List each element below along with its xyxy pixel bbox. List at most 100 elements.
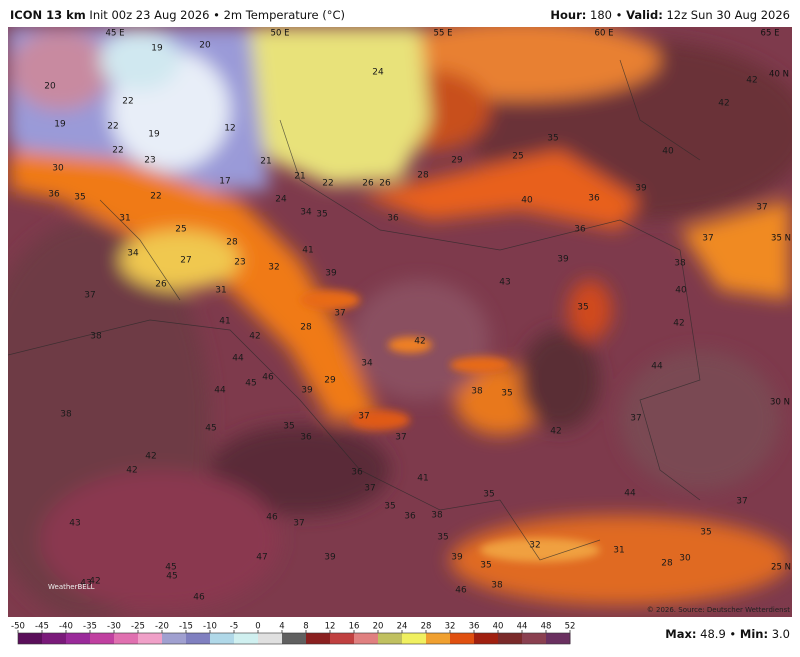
- temperature-label: 42: [414, 337, 425, 347]
- temperature-label: 31: [613, 546, 624, 556]
- min: 3.0: [772, 627, 790, 641]
- separator: •: [213, 8, 220, 22]
- colorbar-tick-label: 0: [255, 622, 260, 632]
- colorbar-swatch: [546, 633, 571, 644]
- copyright: © 2026. Source: Deutscher Wetterdienst: [647, 606, 790, 614]
- temperature-label: 43: [499, 278, 510, 288]
- temperature-label: 32: [529, 541, 540, 551]
- temperature-label: 36: [574, 225, 586, 235]
- colorbar-swatch: [258, 633, 283, 644]
- colorbar-tick-label: -5: [230, 622, 238, 632]
- temperature-label: 28: [226, 238, 238, 248]
- temperature-label: 36: [588, 194, 600, 204]
- temperature-label: 37: [364, 484, 375, 494]
- min-label: Min:: [740, 627, 768, 641]
- grid-label: 30 N: [770, 398, 790, 408]
- stats: Max: 48.9 • Min: 3.0: [665, 627, 790, 641]
- temperature-label: 35: [483, 490, 494, 500]
- temperature-label: 42: [89, 577, 100, 587]
- colorbar-swatch: [306, 633, 331, 644]
- hot-streaks: [300, 290, 600, 562]
- colorbar-tick-label: -30: [107, 622, 121, 632]
- temperature-labels: 19 20 20 22 19 22 12 19 22 23 21 17 21 22 26 26 28 29 25 35…: [44, 41, 767, 603]
- colorbar-frame: [17, 632, 571, 645]
- temperature-label: 37: [702, 234, 713, 244]
- temperature-label: 46: [266, 513, 278, 523]
- init: Init 00z 23 Aug 2026: [89, 8, 209, 22]
- colorbar-swatch: [186, 633, 211, 644]
- temperature-label: 46: [455, 586, 467, 596]
- logo: WeatherBELL: [48, 583, 95, 591]
- temperature-label: 47: [256, 553, 267, 563]
- colorbar-tick-label: -20: [155, 622, 169, 632]
- colorbar-tick-label: 28: [421, 622, 432, 632]
- temperature-label: 22: [107, 122, 118, 132]
- colorbar-swatch: [426, 633, 451, 644]
- temperature-label: 40: [675, 286, 687, 296]
- colorbar-tick-label: -50: [11, 622, 25, 632]
- separator: •: [616, 8, 623, 22]
- temperature-label: 20: [199, 41, 211, 51]
- temperature-label: 37: [630, 414, 641, 424]
- temperature-label: 37: [84, 291, 95, 301]
- colorbar-tick-label: 44: [517, 622, 528, 632]
- temperature-label: 19: [148, 130, 160, 140]
- temperature-label: 40: [662, 147, 674, 157]
- temperature-label: 36: [387, 214, 399, 224]
- temperature-label: 23: [234, 258, 245, 268]
- max-label: Max:: [665, 627, 696, 641]
- temperature-label: 29: [324, 376, 336, 386]
- model: ICON 13 km: [10, 8, 86, 22]
- temperature-label: 44: [651, 362, 663, 372]
- colorbar-swatch: [354, 633, 379, 644]
- colorbar-tick-label: -45: [35, 622, 49, 632]
- temperature-label: 24: [275, 195, 287, 205]
- colorbar-swatch: [90, 633, 115, 644]
- temperature-label: 42: [718, 99, 729, 109]
- temperature-field: [8, 27, 792, 617]
- grid-label: 40 N: [769, 70, 789, 80]
- grid-label: 65 E: [761, 29, 780, 39]
- temperature-label: 42: [126, 466, 137, 476]
- colorbar-swatch: [66, 633, 91, 644]
- temperature-label: 22: [112, 146, 123, 156]
- temperature-label: 35: [501, 389, 512, 399]
- temperature-label: 35: [480, 561, 491, 571]
- temperature-label: 36: [404, 512, 416, 522]
- temperature-label: 39: [301, 386, 313, 396]
- temperature-label: 45: [165, 563, 176, 573]
- temperature-label: 19: [151, 44, 163, 54]
- temperature-label: 28: [300, 323, 312, 333]
- temperature-label: 25: [175, 225, 186, 235]
- colorbar-tick-label: -25: [131, 622, 145, 632]
- temperature-label: 46: [193, 593, 205, 603]
- temperature-label: 43: [69, 519, 80, 529]
- colorbar-tick-label: 36: [469, 622, 480, 632]
- colorbar-swatch: [210, 633, 235, 644]
- temperature-label: 39: [451, 553, 463, 563]
- temperature-label: 35: [283, 422, 294, 432]
- temperature-label: 44: [624, 489, 636, 499]
- grid-label: 60 E: [595, 29, 614, 39]
- temperature-label: 41: [219, 317, 230, 327]
- temperature-label: 45: [166, 572, 177, 582]
- temperature-label: 22: [322, 179, 333, 189]
- grid-labels: 45 E 50 E 55 E 60 E 65 E 40 N 35 N 30 N 25 N: [106, 29, 791, 573]
- temperature-label: 42: [746, 76, 757, 86]
- grid-label: 50 E: [271, 29, 290, 39]
- colorbar-tick-label: 12: [325, 622, 336, 632]
- temperature-label: 26: [155, 280, 167, 290]
- temperature-label: 46: [262, 373, 274, 383]
- temperature-label: 42: [249, 332, 260, 342]
- colorbar-tick-label: -35: [83, 622, 97, 632]
- colorbar-swatch: [402, 633, 427, 644]
- header-left: ICON 13 km Init 00z 23 Aug 2026 • 2m Tem…: [10, 8, 345, 22]
- colorbar-tick-label: 8: [303, 622, 308, 632]
- colorbar-tick-label: 4: [279, 622, 284, 632]
- colorbar-tick-label: 20: [373, 622, 384, 632]
- temperature-label: 41: [302, 246, 313, 256]
- temperature-label: 45: [245, 379, 256, 389]
- temperature-label: 44: [214, 386, 226, 396]
- colorbar-swatch: [474, 633, 499, 644]
- colorbar-tick-label: 52: [565, 622, 576, 632]
